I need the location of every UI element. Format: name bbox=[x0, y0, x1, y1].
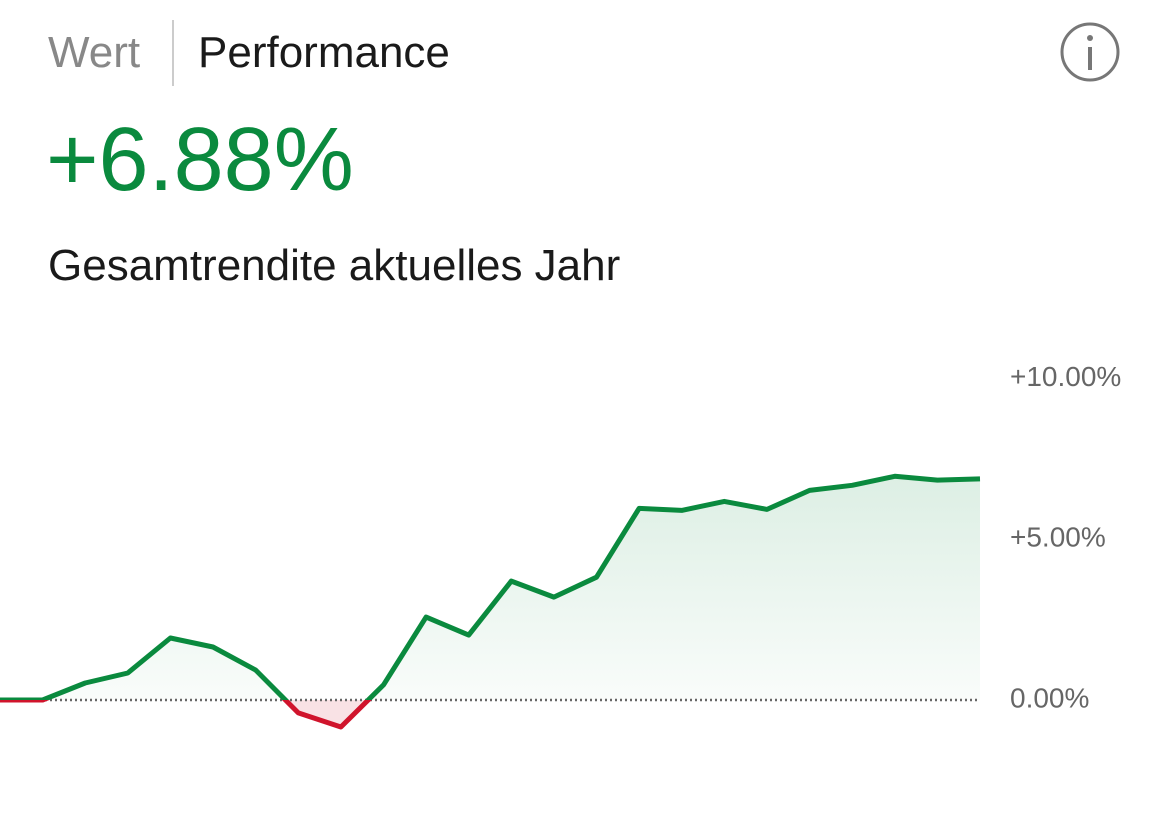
area-positive bbox=[0, 476, 980, 700]
chart: +10.00% +5.00% 0.00% bbox=[0, 361, 1121, 730]
info-circle bbox=[1060, 22, 1120, 82]
y-tick-label: +10.00% bbox=[1010, 361, 1121, 392]
info-button[interactable] bbox=[1060, 22, 1120, 82]
subtitle: Gesamtrendite aktuelles Jahr bbox=[48, 241, 620, 290]
y-tick-label: +5.00% bbox=[1010, 522, 1106, 553]
tab-performance[interactable]: Performance bbox=[198, 28, 450, 77]
performance-line bbox=[0, 473, 981, 700]
info-dot bbox=[1087, 35, 1093, 41]
headline-value: +6.88% bbox=[46, 110, 354, 210]
y-tick-label: 0.00% bbox=[1010, 682, 1089, 713]
tab-wert[interactable]: Wert bbox=[48, 28, 140, 77]
